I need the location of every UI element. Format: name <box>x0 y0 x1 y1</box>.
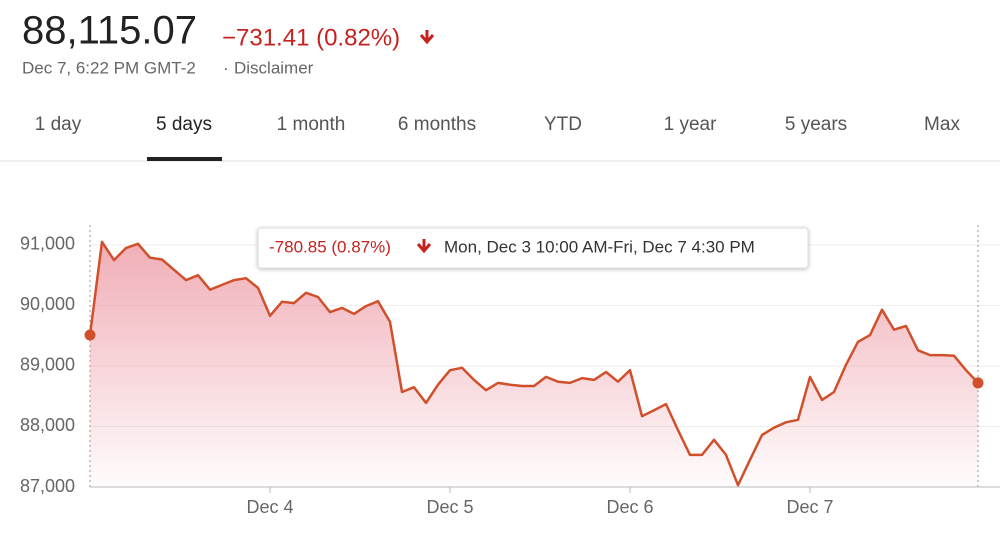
y-tick-label: 91,000 <box>20 234 75 254</box>
tab[interactable]: 6 months <box>398 114 476 135</box>
tab[interactable]: Max <box>924 114 960 135</box>
tab[interactable]: 5 years <box>785 114 847 135</box>
tabs: 1 day 5 days 1 month 6 months YTD 1 year 5 yea… <box>35 114 960 161</box>
line <box>88 240 979 487</box>
tooltip-box <box>257 227 809 269</box>
x-tick-label: Dec 7 <box>786 497 833 517</box>
tab[interactable]: 1 month <box>277 114 346 135</box>
down-arrow <box>419 30 435 45</box>
tab[interactable]: 1 day <box>35 114 82 135</box>
endpoint <box>84 329 96 341</box>
tooltip-change: -780.85 (0.87%) <box>269 237 391 256</box>
separator: · <box>223 58 229 77</box>
tab[interactable]: 1 year <box>664 114 717 135</box>
timestamp: Dec 7, 6:22 PM GMT-2 <box>22 58 196 77</box>
x-tick-label: Dec 4 <box>246 497 293 517</box>
area <box>90 241 978 487</box>
y-tick-label: 87,000 <box>20 476 75 496</box>
y-tick-label: 89,000 <box>20 355 75 375</box>
plot: 87,000 88,000 89,000 90,000 91,000 Dec 4 Dec 5… <box>20 225 1000 517</box>
tab[interactable]: 5 days <box>156 114 212 135</box>
endpoint <box>972 377 984 389</box>
disclaimer[interactable]: Disclaimer <box>234 58 314 77</box>
tab[interactable]: YTD <box>544 114 582 135</box>
x-tick-label: Dec 6 <box>606 497 653 517</box>
y-tick-label: 88,000 <box>20 415 75 435</box>
price: 88,115.07 <box>22 9 197 53</box>
x-tick-label: Dec 5 <box>426 497 473 517</box>
tooltip-range: Mon, Dec 3 10:00 AM-Fri, Dec 7 4:30 PM <box>444 237 755 256</box>
y-tick-label: 90,000 <box>20 294 75 314</box>
tab-underline <box>147 157 222 161</box>
tooltip-arrow <box>416 239 432 254</box>
change: −731.41 (0.82%) <box>222 24 400 51</box>
